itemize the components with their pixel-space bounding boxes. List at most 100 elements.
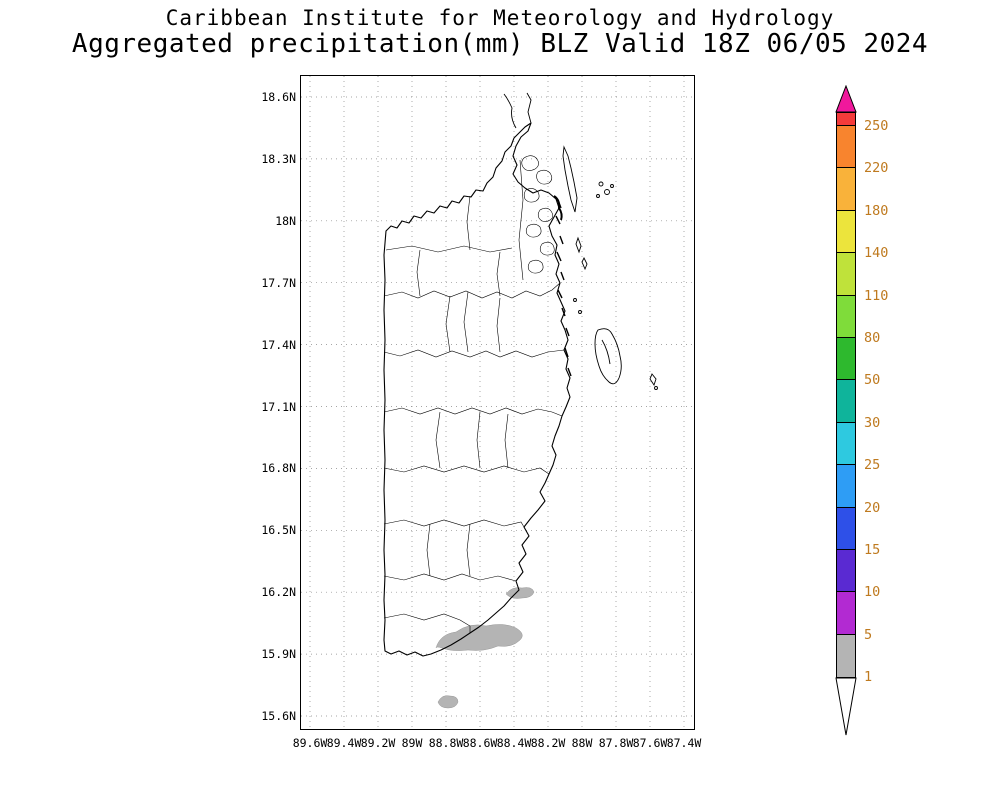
turneffe-inner bbox=[601, 339, 611, 365]
lon-tick-label: 88.4W bbox=[496, 736, 532, 750]
lat-tick-label: 18.3N bbox=[261, 151, 296, 166]
boundary-line bbox=[383, 349, 565, 358]
boundary-line bbox=[416, 249, 421, 297]
small-caye bbox=[604, 189, 610, 195]
lon-tick-label: 89.6W bbox=[292, 736, 328, 750]
lon-tick-label: 87.8W bbox=[598, 736, 634, 750]
colorbar-segment bbox=[837, 253, 855, 296]
colorbar-segment bbox=[837, 592, 855, 635]
lighthouse-reef-dot bbox=[654, 386, 658, 390]
colorbar-tick-label: 50 bbox=[864, 372, 881, 389]
boundary-line bbox=[383, 573, 517, 582]
belize-map bbox=[301, 76, 694, 729]
coast-mark-thick bbox=[553, 195, 563, 221]
colorbar-segment bbox=[837, 337, 855, 381]
colorbar-tick-label: 140 bbox=[864, 245, 889, 262]
lighthouse-reef bbox=[649, 373, 657, 387]
plot-subtitle: Aggregated precipitation(mm) BLZ Valid 1… bbox=[71, 29, 929, 59]
boundary-line bbox=[383, 519, 525, 528]
colorbar-segment bbox=[837, 380, 855, 423]
lat-tick-label: 17.4N bbox=[261, 337, 296, 352]
colorbar-segment bbox=[837, 168, 855, 211]
boundary-line bbox=[496, 251, 501, 297]
watershed-cells bbox=[521, 155, 555, 274]
colorbar-tick-label: 110 bbox=[864, 287, 889, 304]
lat-tick-label: 17.1N bbox=[261, 399, 296, 414]
lat-tick-label: 16.2N bbox=[261, 585, 296, 600]
lat-tick-label: 15.6N bbox=[261, 709, 296, 723]
colorbar-tick-label: 10 bbox=[864, 584, 881, 601]
boundary-line bbox=[463, 291, 469, 353]
chetumal-bay-coast-east bbox=[526, 92, 532, 124]
caye-caulker bbox=[575, 236, 582, 254]
lat-tick-label: 17.7N bbox=[261, 275, 296, 290]
precip-patch-bottom bbox=[437, 695, 459, 709]
small-caye bbox=[578, 310, 582, 314]
colorbar-segment bbox=[837, 507, 855, 550]
colorbar-tick-label: 15 bbox=[864, 542, 881, 558]
colorbar-tick-label: 180 bbox=[864, 202, 889, 219]
lon-tick-label: 89.2W bbox=[360, 736, 396, 750]
boundary-line bbox=[383, 282, 561, 299]
belize-outline bbox=[383, 92, 571, 657]
colorbar-tick-label: 220 bbox=[864, 160, 889, 177]
colorbar-upper-arrow-shape bbox=[835, 84, 857, 113]
boundary-line bbox=[504, 413, 509, 469]
cayes bbox=[562, 145, 658, 390]
lon-tick-label: 88.8W bbox=[428, 736, 464, 750]
colorbar-segment bbox=[837, 422, 855, 466]
colorbar-tick-label: 80 bbox=[864, 330, 881, 346]
district-boundaries bbox=[383, 155, 565, 633]
lat-tick-label: 18.6N bbox=[261, 90, 296, 104]
lat-tick-label: 15.9N bbox=[261, 647, 296, 662]
lat-tick-label: 18N bbox=[275, 213, 296, 228]
small-caye bbox=[610, 184, 614, 188]
boundary-line bbox=[466, 523, 471, 577]
lon-tick-label: 88W bbox=[571, 736, 593, 750]
precip-patch-south bbox=[435, 624, 523, 651]
map-plot-area bbox=[300, 75, 695, 730]
small-caye bbox=[598, 181, 604, 187]
boundary-line bbox=[476, 411, 481, 469]
chetumal-bay-coast-west bbox=[503, 93, 517, 129]
ambergris-caye bbox=[562, 145, 578, 213]
belize-coastline bbox=[383, 122, 571, 657]
colorbar-segment bbox=[837, 549, 855, 593]
boundary-line bbox=[518, 159, 524, 281]
boundary-line bbox=[466, 195, 471, 251]
lon-tick-label: 88.6W bbox=[462, 736, 498, 750]
precip-patch-central bbox=[505, 587, 535, 599]
lat-tick-label: 16.5N bbox=[261, 523, 296, 538]
colorbar-segment bbox=[837, 295, 855, 338]
small-caye bbox=[596, 194, 600, 198]
colorbar bbox=[836, 112, 856, 678]
colorbar-segment bbox=[837, 465, 855, 508]
colorbar-lower-arrow bbox=[835, 677, 857, 741]
lon-tick-label: 87.4W bbox=[666, 736, 702, 750]
lon-tick-label: 88.2W bbox=[530, 736, 566, 750]
boundary-line bbox=[383, 407, 563, 417]
gridlines bbox=[301, 76, 694, 729]
small-caye bbox=[573, 298, 577, 302]
boundary-line bbox=[445, 295, 451, 353]
colorbar-tick-label: 5 bbox=[864, 626, 873, 643]
lon-tick-label: 89W bbox=[401, 736, 423, 750]
lat-tick-label: 16.8N bbox=[261, 461, 296, 476]
colorbar-segment bbox=[837, 634, 855, 678]
colorbar-tick-label: 1 bbox=[864, 669, 873, 686]
colorbar-tick-label: 250 bbox=[864, 118, 889, 134]
colorbar-lower-arrow-shape bbox=[835, 677, 857, 736]
lon-tick-label: 89.4W bbox=[326, 736, 362, 750]
small-caye bbox=[581, 256, 588, 271]
boundary-line bbox=[383, 613, 471, 633]
boundary-line bbox=[435, 411, 441, 469]
lon-tick-label: 87.6W bbox=[632, 736, 668, 750]
colorbar-tick-label: 30 bbox=[864, 414, 881, 431]
boundary-line bbox=[383, 465, 550, 475]
boundary-line bbox=[496, 297, 501, 353]
colorbar-tick-label: 20 bbox=[864, 499, 881, 516]
coastal-marks bbox=[553, 195, 572, 377]
precip-patches bbox=[435, 587, 535, 709]
turneffe-atoll bbox=[594, 328, 622, 385]
